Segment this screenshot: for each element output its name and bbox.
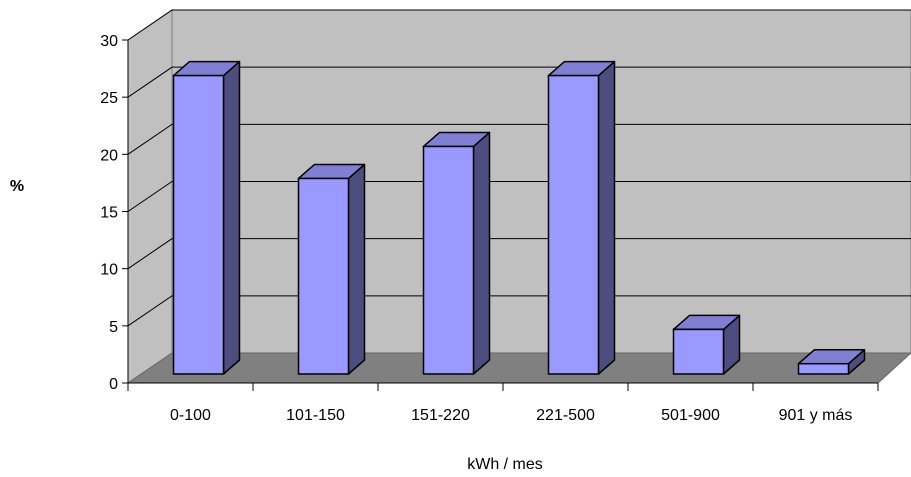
y-tick-label: 25 (100, 90, 118, 107)
bar-side (222, 60, 241, 375)
bar (297, 163, 366, 375)
y-axis-label: % (10, 178, 24, 195)
gridline (127, 238, 911, 270)
bar-front (297, 177, 350, 375)
bar-front (797, 362, 850, 375)
y-tick-label: 10 (100, 262, 118, 279)
y-tick-label: 30 (100, 33, 118, 50)
gridline (127, 9, 911, 41)
x-tick-label: 901 y más (779, 407, 853, 424)
bar-side (597, 60, 616, 375)
bar-front (672, 328, 725, 375)
gridline (127, 181, 911, 212)
tick-labels: 0 5 10 15 20 25 30 0-100 101-150 151-220 221-500 50… (100, 33, 852, 424)
bar-front (547, 74, 600, 375)
gridline (127, 123, 911, 155)
bar (422, 131, 491, 375)
bar (547, 60, 616, 375)
x-tick-label: 101-150 (286, 407, 345, 424)
bar (797, 348, 866, 375)
bar-front (172, 74, 225, 375)
gridline (127, 295, 911, 327)
bar-side (347, 163, 366, 375)
floor (126, 352, 911, 384)
chart-walls (126, 9, 911, 384)
x-axis-label: kWh / mes (467, 456, 543, 473)
y-tick-label: 15 (100, 205, 118, 222)
gridline (127, 66, 911, 98)
axes (122, 39, 879, 391)
y-tick-label: 20 (100, 147, 118, 164)
y-tick-label: 5 (109, 319, 118, 336)
x-tick-label: 501-900 (661, 407, 720, 424)
x-tick-label: 221-500 (536, 407, 595, 424)
bar-front (422, 145, 475, 375)
y-tick-label: 0 (109, 376, 118, 393)
gridlines (127, 9, 911, 327)
x-tick-label: 0-100 (170, 407, 211, 424)
bar (172, 60, 241, 375)
bar (672, 314, 741, 375)
x-tick-label: 151-220 (411, 407, 470, 424)
bar-side (472, 131, 491, 375)
bars (172, 60, 866, 375)
